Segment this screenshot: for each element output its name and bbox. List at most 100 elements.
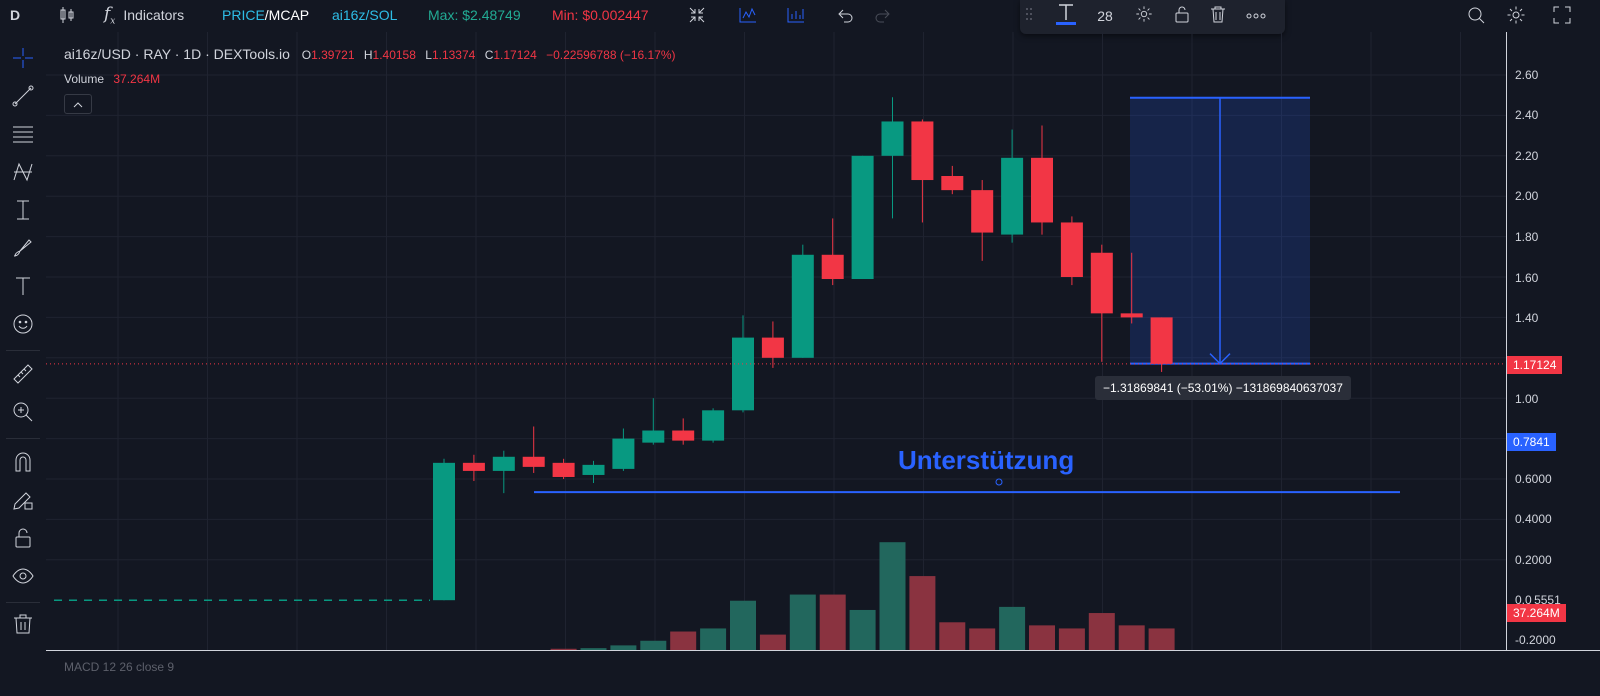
max-label: Max: $2.48749 [428,7,521,23]
pane-separator[interactable] [46,650,1600,651]
redo-button[interactable] [874,0,892,30]
close-value: 1.17124 [493,48,537,62]
pattern-tool[interactable] [9,160,37,188]
price-chart[interactable] [46,32,1506,650]
price-tick-label: 2.40 [1515,108,1539,122]
zoom-in-tool[interactable] [9,400,37,428]
max-value: Max: $2.48749 [428,0,521,30]
candle-body [791,254,814,358]
volume-series [550,542,1175,650]
interval-button[interactable]: D [10,0,20,30]
volume-bar [789,594,816,650]
candle-body [821,254,844,280]
delete-drawing-button[interactable] [1206,4,1230,28]
measure-arrow-head [1209,353,1231,365]
function-icon: fx [104,3,116,27]
ruler-icon [11,362,35,391]
trendline-tool[interactable] [9,84,37,112]
volume-bar [640,640,667,650]
toolbar-divider [6,602,40,603]
more-icon [1246,7,1266,25]
symbol-title[interactable]: ai16z/USD · RAY · 1D · DEXTools.io [64,46,290,62]
price-tick-label: 0.0 5551 [1515,593,1561,607]
macd-legend: MACD 12 26 close 9 [64,660,175,674]
screenshot-button[interactable] [1466,0,1486,30]
undo-icon [836,6,854,24]
stay-in-drawing-tool[interactable] [9,488,37,516]
candle-body [1120,313,1143,318]
ohlc-values: O1.39721 H1.40158 L1.13374 C1.17124 −0.2… [302,48,682,62]
current-price-badge: 1.17124 [1507,356,1563,374]
price-mcap-toggle[interactable]: PRICE/MCAP [222,0,309,30]
candle-body [522,456,545,467]
candle-body [761,337,784,358]
trendline-icon [11,84,35,113]
unlock-icon [1173,5,1191,28]
zoom-in-icon [11,400,35,429]
volume-bar [670,631,697,650]
icon-tool[interactable] [9,312,37,340]
price-line-badge: 0.7841 [1507,433,1556,451]
chart-type-button[interactable] [58,0,76,30]
support-annotation[interactable]: Unterstützung [898,445,1075,475]
bars-button[interactable] [786,0,806,30]
more-options-button[interactable] [1242,4,1270,28]
fit-screen-button[interactable] [688,0,706,30]
candle-body [552,462,575,477]
volume-bar [1088,613,1115,650]
chevron-up-icon [73,95,83,113]
settings-button[interactable] [1506,0,1526,30]
volume-bar [580,648,607,650]
volume-bar [550,648,577,650]
lock-all-tool[interactable] [9,526,37,554]
font-size-label: 28 [1097,8,1113,24]
gear-icon [1135,5,1153,28]
volume-label: Volume [64,72,105,86]
candle-body [492,456,515,471]
text-tool[interactable] [9,274,37,302]
candle-body [672,430,695,441]
drawing-toolbar: 28 [1020,0,1285,34]
price-axis[interactable]: 2.60 2.40 2.20 2.00 1.80 1.60 1.40 1.00 0.6000 0.… [1506,32,1600,650]
price-tick-label: 1.40 [1515,311,1539,325]
price-tick-label: 2.20 [1515,149,1539,163]
top-toolbar: D fx Indicators PRICE/MCAP ai16z/SOL Max… [0,0,1600,32]
candle-body [1001,157,1024,235]
hide-drawings-tool[interactable] [9,564,37,592]
candle-body [911,121,934,181]
volume-bar [730,600,756,650]
brush-tool[interactable] [9,236,37,264]
price-tick-label: 1.60 [1515,271,1539,285]
crosshair-tool[interactable] [9,46,37,74]
lock-drawing-button[interactable] [1170,4,1194,28]
collapse-legend-button[interactable] [64,94,92,114]
text-color-button[interactable] [1052,2,1080,31]
measure-label: −1.31869841 (−53.01%) −131869840637037 [1095,376,1351,400]
chart-legend: ai16z/USD · RAY · 1D · DEXTools.io O1.39… [64,46,682,62]
interval-label: D [10,7,21,23]
remove-drawings-tool[interactable] [9,612,37,640]
magnet-tool[interactable] [9,450,37,478]
ruler-tool[interactable] [9,362,37,390]
fullscreen-button[interactable] [1552,0,1572,30]
candle-body [1060,222,1083,277]
pair-alt-button[interactable]: ai16z/SOL [332,0,397,30]
mcap-label: /MCAP [264,7,310,23]
drag-handle[interactable] [1020,4,1038,28]
low-value: 1.13374 [431,48,476,62]
eye-icon [11,564,35,593]
font-size-button[interactable]: 28 [1090,4,1120,28]
undo-button[interactable] [836,0,854,30]
search-zoom-icon [1466,5,1486,25]
indicators-button[interactable]: fx Indicators [104,0,184,30]
candle-body [1150,317,1173,364]
volume-bar [1029,625,1055,650]
text-icon [1056,2,1076,31]
drawing-settings-button[interactable] [1132,4,1156,28]
projection-tool[interactable] [9,198,37,226]
candle-body [881,121,904,156]
volume-bar [1058,628,1085,650]
fib-tool[interactable] [9,122,37,150]
drawing-overlays [46,363,1506,494]
compare-button[interactable] [738,0,758,30]
